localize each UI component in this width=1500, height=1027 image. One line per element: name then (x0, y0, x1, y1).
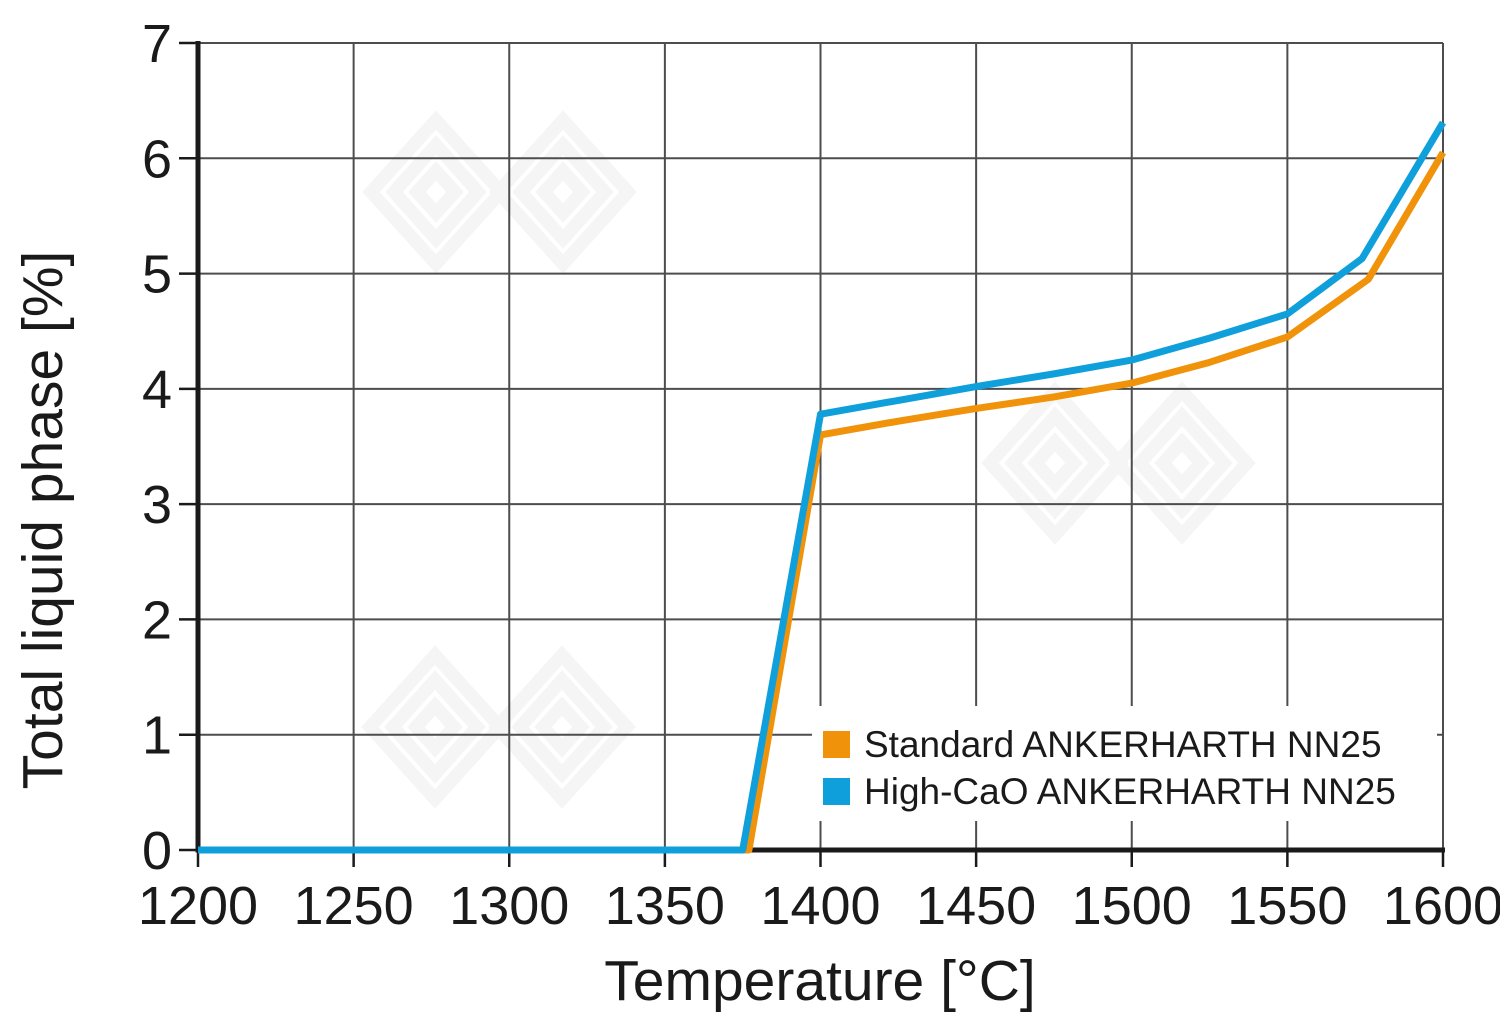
y-tick-label: 2 (142, 590, 172, 650)
y-tick-label: 3 (142, 475, 172, 535)
x-tick-label: 1400 (760, 876, 880, 936)
watermark-logo-diamond (489, 110, 637, 274)
series-line-0 (198, 150, 1447, 854)
x-tick-label: 1300 (449, 876, 569, 936)
watermark-layer (361, 110, 1256, 809)
watermark-logo-diamond (488, 645, 636, 809)
watermark-logo-diamond (535, 161, 591, 223)
x-tick-label: 1550 (1227, 876, 1347, 936)
y-tick-label: 5 (142, 245, 172, 305)
watermark-logo-diamond (385, 135, 487, 249)
y-tick-label: 7 (142, 14, 172, 74)
watermark-logo-diamond (408, 161, 464, 223)
legend-background (812, 706, 1437, 821)
x-tick-label: 1250 (294, 876, 414, 936)
y-axis-title: Total liquid phase [%] (11, 251, 75, 790)
watermark-logo-diamond (1027, 432, 1083, 494)
watermark-logo-diamond (511, 670, 613, 784)
x-tick-label: 1350 (605, 876, 725, 936)
watermark-logo-diamond (361, 645, 509, 809)
x-tick-label: 1200 (138, 876, 258, 936)
gridline-layer (198, 42, 1444, 850)
legend-label-standard: Standard ANKERHARTH NN25 (864, 724, 1382, 765)
legend-label-high-cao: High-CaO ANKERHARTH NN25 (864, 771, 1396, 812)
legend: Standard ANKERHARTH NN25 High-CaO ANKERH… (823, 724, 1396, 812)
watermark-logo-diamond (512, 135, 614, 249)
watermark-logo-diamond (1131, 406, 1233, 520)
y-tick-label: 1 (142, 706, 172, 766)
y-tick-label: 6 (142, 129, 172, 189)
watermark-logo-diamond (362, 110, 510, 274)
x-tick-label: 1450 (916, 876, 1036, 936)
legend-swatch-high-cao (823, 778, 850, 805)
watermark-logo-diamond (1004, 406, 1106, 520)
x-tick-label: 1500 (1072, 876, 1192, 936)
x-axis-title: Temperature [°C] (604, 949, 1035, 1013)
series-line-1 (198, 120, 1447, 854)
watermark-logo-diamond (384, 670, 486, 784)
tick-label-layer: 1200 1250 1300 1350 1400 1450 1500 1550 1600 0 1 2 3… (138, 14, 1500, 936)
watermark-logo-diamond (1154, 432, 1210, 494)
legend-swatch-standard (823, 731, 850, 758)
y-tick-label: 0 (142, 821, 172, 881)
watermark-logo-diamond (1108, 381, 1256, 545)
watermark-logo-diamond (534, 696, 590, 758)
series-layer (198, 120, 1447, 854)
y-tick-label: 4 (142, 360, 172, 420)
x-tick-label: 1600 (1383, 876, 1500, 936)
watermark-logo-diamond (981, 381, 1129, 545)
watermark-logo-diamond (407, 696, 463, 758)
